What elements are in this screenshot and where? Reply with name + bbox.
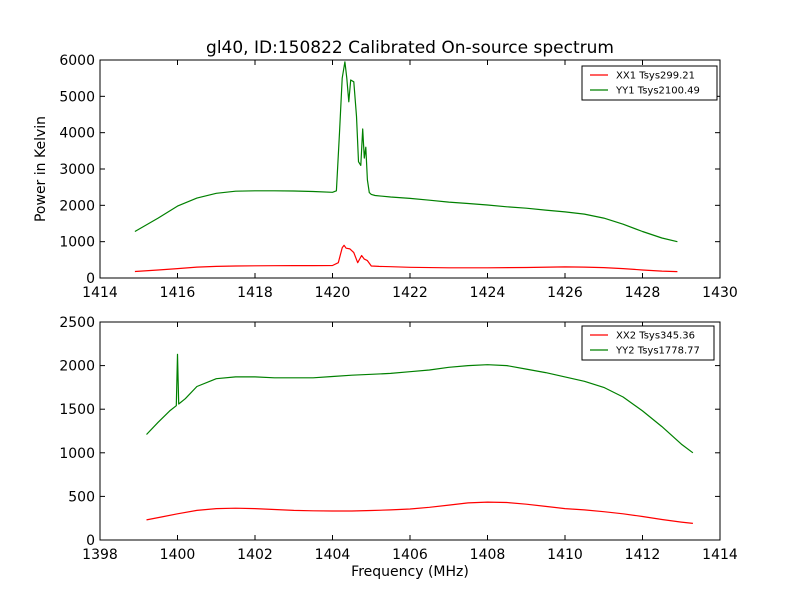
bottom-x-tick-label: 1412 (625, 547, 661, 563)
top-y-axis-label: Power in Kelvin (33, 116, 49, 222)
top-y-tick-label: 3000 (59, 162, 95, 178)
bottom-legend: XX2 Tsys345.36 YY2 Tsys1778.77 (581, 325, 715, 361)
top-y-tick-label: 4000 (59, 126, 95, 142)
top-y-tick-label: 1000 (59, 235, 95, 251)
bottom-y-tick-label: 2000 (59, 359, 95, 375)
bottom-x-tick-label: 1404 (315, 547, 351, 563)
top-legend-label-2: YY1 Tsys2100.49 (615, 86, 700, 97)
top-x-tick-label: 1430 (702, 285, 738, 301)
bottom-y-tick-label: 1000 (59, 446, 95, 462)
bottom-x-tick-label: 1400 (160, 547, 196, 563)
top-x-tick-label: 1422 (392, 285, 428, 301)
top-series-line-1 (134, 244, 678, 273)
bottom-x-tick-label: 1408 (470, 547, 506, 563)
bottom-y-tick-label: 0 (86, 533, 95, 549)
top-y-tick-label: 5000 (59, 89, 95, 105)
top-plot-panel: 1414 1416 1418 1420 1422 1424 1426 1428 1430 0 100… (33, 53, 738, 301)
bottom-x-tick-label: 1406 (392, 547, 428, 563)
bottom-series-line-2 (146, 353, 694, 454)
bottom-x-tick-label: 1402 (237, 547, 273, 563)
bottom-x-axis-label: Frequency (MHz) (351, 564, 469, 580)
top-x-tick-label: 1424 (470, 285, 506, 301)
top-y-tick-label: 0 (86, 271, 95, 287)
top-y-tick-label: 2000 (59, 198, 95, 214)
top-legend-label-1: XX1 Tsys299.21 (616, 71, 695, 82)
top-x-tick-label: 1420 (315, 285, 351, 301)
bottom-y-tick-label: 500 (68, 489, 95, 505)
bottom-x-tick-label: 1410 (547, 547, 583, 563)
bottom-legend-label-1: XX2 Tsys345.36 (616, 331, 695, 342)
top-x-tick-label: 1418 (237, 285, 273, 301)
bottom-x-tick-label: 1398 (82, 547, 118, 563)
top-legend-box (581, 65, 718, 101)
bottom-y-tick-label: 2500 (59, 315, 95, 331)
bottom-legend-label-2: YY2 Tsys1778.77 (615, 346, 700, 357)
bottom-x-tick-label: 1414 (702, 547, 738, 563)
bottom-plot-panel: 1398 1400 1402 1404 1406 1408 1410 1412 1414 0 500… (59, 315, 738, 580)
bottom-series-line-1 (146, 501, 693, 524)
top-series-line-2 (134, 61, 678, 243)
top-y-tick-label: 6000 (59, 53, 95, 69)
bottom-y-tick-label: 1500 (59, 402, 95, 418)
bottom-legend-box (581, 325, 715, 361)
top-x-tick-label: 1416 (160, 285, 196, 301)
chart-title: gl40, ID:150822 Calibrated On-source spe… (206, 38, 614, 58)
top-legend: XX1 Tsys299.21 YY1 Tsys2100.49 (581, 65, 718, 101)
top-x-tick-label: 1414 (82, 285, 118, 301)
top-x-tick-label: 1428 (625, 285, 661, 301)
top-x-tick-label: 1426 (547, 285, 583, 301)
